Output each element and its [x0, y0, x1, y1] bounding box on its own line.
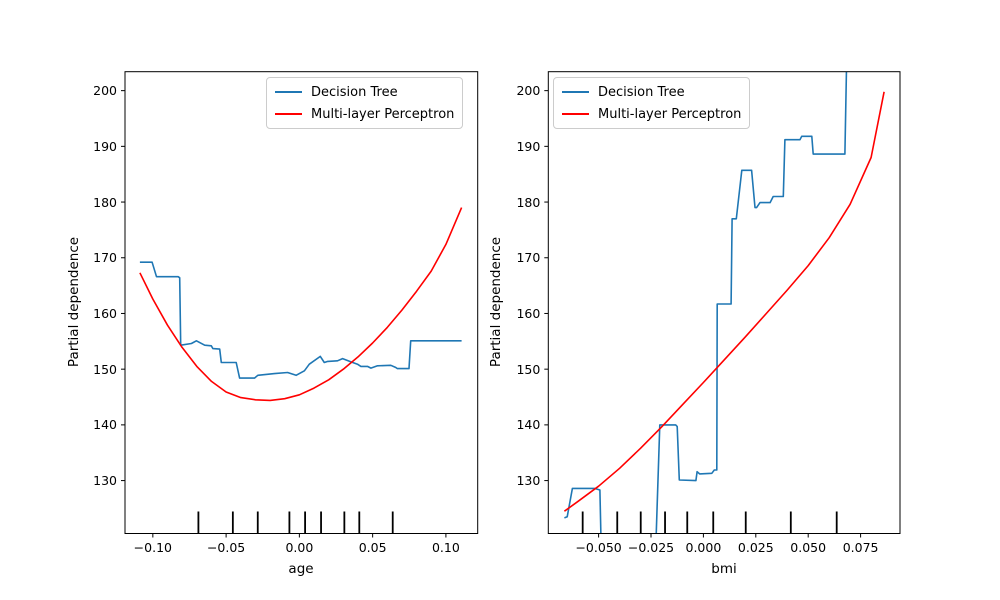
legend-left: Decision Tree Multi-layer Perceptron [266, 77, 464, 129]
y-tick-label: 190 [516, 138, 541, 154]
y-tick-label: 140 [516, 417, 541, 433]
x-axis-label-age: age [288, 561, 314, 577]
x-axis-label-bmi: bmi [711, 561, 737, 577]
legend-label-mlp: Multi-layer Perceptron [598, 106, 742, 122]
legend-label-mlp: Multi-layer Perceptron [311, 106, 455, 122]
y-tick-label: 170 [93, 250, 117, 266]
y-tick-label: 150 [516, 361, 541, 377]
y-tick-label: 150 [93, 361, 117, 377]
y-tick-label: 160 [516, 305, 541, 321]
x-tick-label: −0.10 [133, 540, 172, 555]
x-tick-label: 0.10 [431, 540, 460, 555]
decision-tree-line-swatch [562, 90, 589, 94]
x-tick-label: 0.05 [358, 540, 387, 555]
decision-tree-line [564, 71, 848, 534]
y-tick-label: 180 [516, 194, 541, 210]
y-tick-label: 200 [516, 83, 541, 99]
decision-tree-line-swatch [275, 90, 302, 94]
legend-entry: Decision Tree [562, 83, 741, 101]
x-tick-label: 0.075 [842, 540, 879, 555]
legend-label-decision-tree: Decision Tree [598, 84, 685, 100]
x-tick-label: −0.05 [206, 540, 246, 555]
x-tick-label: 0.025 [737, 540, 774, 555]
y-tick-label: 130 [93, 473, 117, 489]
legend-right: Decision Tree Multi-layer Perceptron [553, 77, 751, 129]
legend-entry: Multi-layer Perceptron [562, 105, 741, 123]
y-tick-label: 160 [93, 305, 117, 321]
mlp-line-swatch [275, 112, 302, 116]
decision-tree-line [139, 261, 462, 379]
y-tick-label: 130 [516, 473, 541, 489]
legend-entry: Multi-layer Perceptron [275, 105, 454, 123]
x-tick-label: 0.000 [685, 540, 722, 555]
mlp-line-swatch [562, 112, 589, 116]
multi-layer-perceptron-line [139, 207, 463, 402]
y-tick-label: 200 [93, 83, 117, 99]
y-tick-label: 190 [93, 138, 117, 154]
axes-frame [124, 71, 479, 534]
x-tick-label: 0.00 [285, 540, 314, 555]
x-tick-label: −0.025 [627, 540, 675, 555]
legend-entry: Decision Tree [275, 83, 454, 101]
y-tick-label: 180 [93, 194, 117, 210]
y-tick-label: 140 [93, 417, 117, 433]
x-tick-label: 0.050 [790, 540, 827, 555]
legend-label-decision-tree: Decision Tree [311, 84, 398, 100]
multi-layer-perceptron-line [563, 91, 885, 512]
axes-frame [547, 71, 901, 534]
y-tick-label: 170 [516, 250, 541, 266]
x-tick-label: −0.050 [575, 540, 622, 555]
